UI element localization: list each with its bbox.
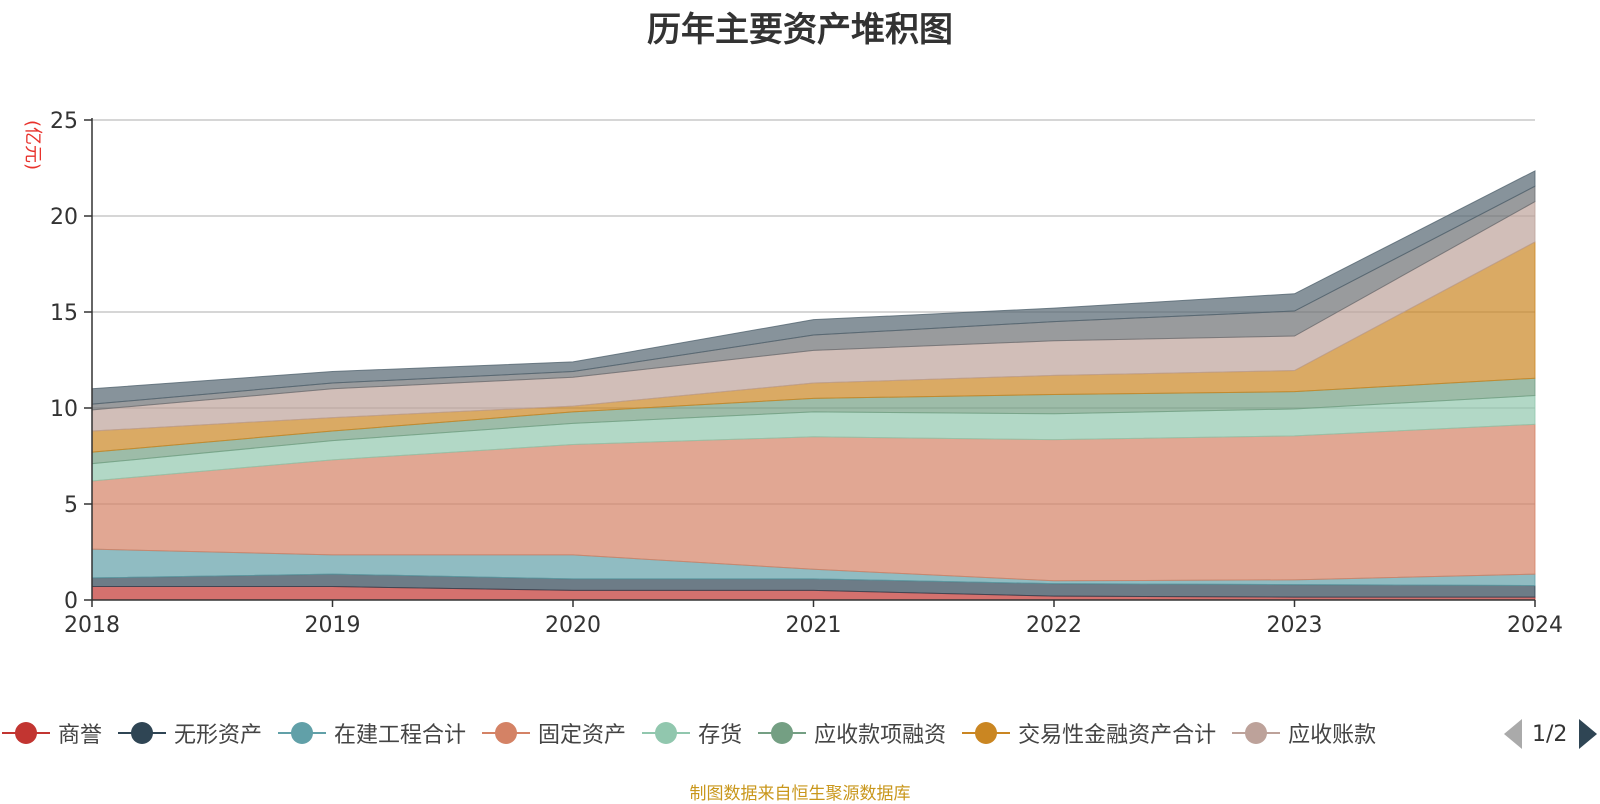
legend-prev-arrow-icon[interactable]: [1504, 719, 1522, 749]
legend-label: 应收款项融资: [814, 723, 947, 748]
legend-label: 固定资产: [538, 723, 627, 748]
legend-label: 交易性金融资产合计: [1018, 723, 1217, 748]
legend: 商誉 无形资产 在建工程合计 固定资产 存货 应收款项融资 交易性金融资产合计 应收账款: [0, 715, 1482, 751]
x-tick-label: 2019: [305, 613, 361, 638]
y-tick-label: 20: [50, 205, 78, 230]
legend-item[interactable]: 商誉: [2, 715, 102, 751]
y-tick-label: 15: [50, 301, 78, 326]
legend-marker-icon: [1232, 721, 1281, 745]
y-tick-label: 10: [50, 397, 78, 422]
x-tick-label: 2023: [1267, 613, 1323, 638]
legend-item[interactable]: 交易性金融资产合计: [962, 715, 1216, 751]
legend-label: 无形资产: [174, 723, 263, 748]
y-tick-label: 25: [50, 109, 78, 134]
y-tick-label: 0: [64, 589, 78, 614]
legend-pager: 1/2: [1500, 716, 1600, 752]
x-tick-label: 2018: [64, 613, 120, 638]
legend-page-indicator: 1/2: [1532, 721, 1568, 747]
y-axis-unit-label: (亿元): [22, 120, 43, 170]
legend-label: 在建工程合计: [334, 723, 467, 748]
legend-item[interactable]: 无形资产: [118, 715, 262, 751]
legend-item[interactable]: 应收账款: [1232, 715, 1376, 751]
legend-next-arrow-icon[interactable]: [1579, 719, 1598, 749]
area-series-10[interactable]: [91, 170, 1536, 405]
x-tick-label: 2021: [786, 613, 842, 638]
legend-marker-icon: [758, 721, 807, 745]
chart-title: 历年主要资产堆积图: [647, 10, 953, 50]
legend-marker-icon: [2, 721, 50, 745]
legend-label: 存货: [698, 723, 743, 748]
source-note: 制图数据来自恒生聚源数据库: [689, 784, 911, 804]
legend-label: 应收账款: [1288, 723, 1377, 748]
legend-marker-icon: [278, 721, 327, 745]
legend-marker-icon: [642, 721, 691, 745]
x-tick-label: 2022: [1026, 613, 1082, 638]
legend-marker-icon: [118, 721, 167, 745]
legend-item[interactable]: 存货: [642, 715, 742, 751]
y-tick-label: 5: [64, 493, 78, 518]
x-tick-label: 2020: [545, 613, 601, 638]
area-series: [91, 170, 1536, 601]
legend-item[interactable]: 应收款项融资: [758, 715, 946, 751]
legend-label: 商誉: [58, 723, 103, 748]
x-tick-label: 2024: [1507, 613, 1563, 638]
axes: 0 5 10 15 20 25 2018 2019 2020 2021 2022 2023 2024: [50, 109, 1563, 638]
legend-item[interactable]: 在建工程合计: [278, 715, 466, 751]
legend-marker-icon: [962, 721, 1011, 745]
legend-item[interactable]: 固定资产: [482, 715, 626, 751]
legend-marker-icon: [482, 721, 531, 745]
